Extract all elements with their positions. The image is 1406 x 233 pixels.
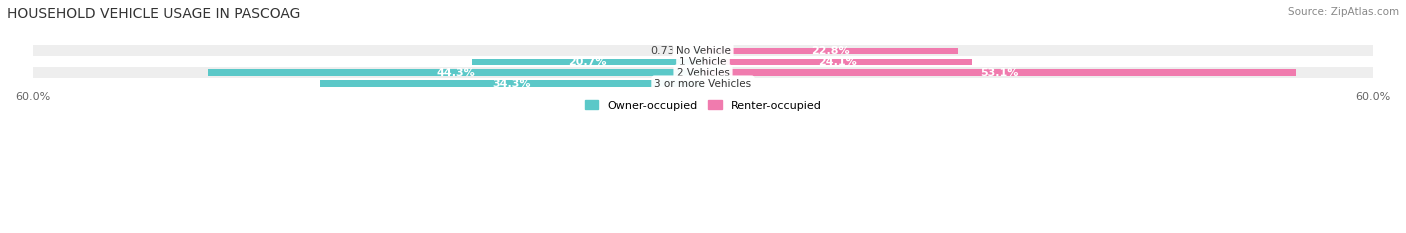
Bar: [319, 80, 703, 87]
Bar: [32, 67, 1374, 78]
Bar: [703, 69, 1296, 76]
Text: Source: ZipAtlas.com: Source: ZipAtlas.com: [1288, 7, 1399, 17]
Bar: [703, 58, 973, 65]
Text: 3 or more Vehicles: 3 or more Vehicles: [654, 79, 752, 89]
Text: No Vehicle: No Vehicle: [675, 46, 731, 56]
Text: 0.73%: 0.73%: [651, 46, 686, 56]
Bar: [32, 45, 1374, 56]
Bar: [32, 56, 1374, 67]
Bar: [208, 69, 703, 76]
Bar: [472, 58, 703, 65]
Text: 34.3%: 34.3%: [492, 79, 530, 89]
Text: 22.8%: 22.8%: [811, 46, 849, 56]
Text: 53.1%: 53.1%: [980, 68, 1019, 78]
Text: 24.1%: 24.1%: [818, 57, 858, 67]
Text: 0.0%: 0.0%: [711, 79, 740, 89]
Text: 20.7%: 20.7%: [568, 57, 606, 67]
Bar: [703, 48, 957, 54]
Bar: [32, 78, 1374, 89]
Bar: [695, 48, 703, 54]
Text: 1 Vehicle: 1 Vehicle: [679, 57, 727, 67]
Text: HOUSEHOLD VEHICLE USAGE IN PASCOAG: HOUSEHOLD VEHICLE USAGE IN PASCOAG: [7, 7, 301, 21]
Text: 44.3%: 44.3%: [436, 68, 475, 78]
Legend: Owner-occupied, Renter-occupied: Owner-occupied, Renter-occupied: [585, 100, 821, 111]
Text: 2 Vehicles: 2 Vehicles: [676, 68, 730, 78]
